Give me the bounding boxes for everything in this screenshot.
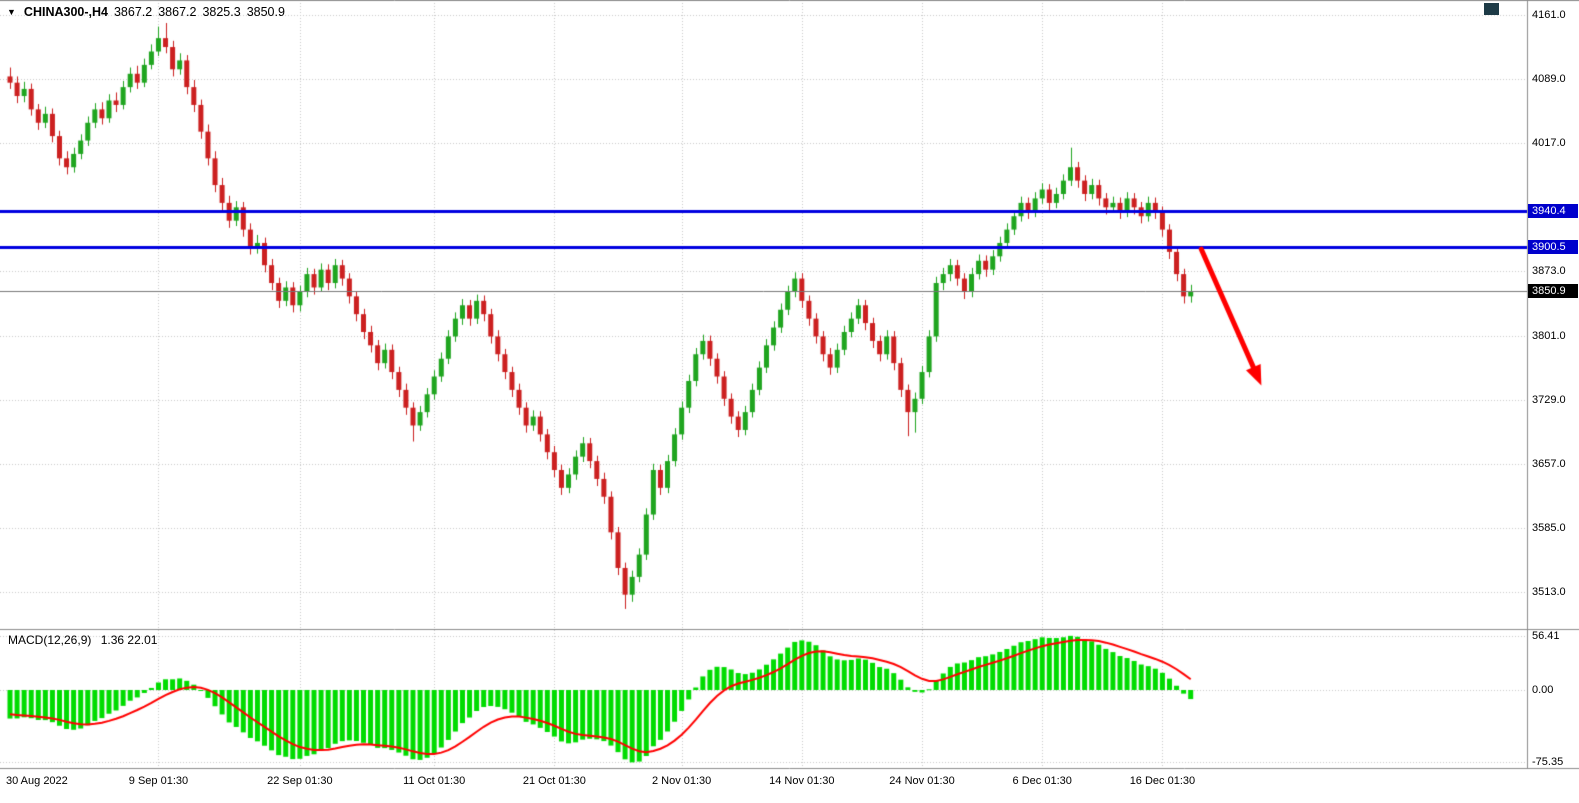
quote-high: 3867.2: [158, 5, 197, 19]
price-axis[interactable]: [1528, 0, 1579, 768]
price-axis-label: 3513.0: [1532, 586, 1566, 598]
time-axis[interactable]: 30 Aug 2022 9 Sep 01:30 22 Sep 01:30 11 Oct…: [0, 770, 1579, 803]
chart-shift-marker[interactable]: [1484, 3, 1499, 15]
time-axis-label: 11 Oct 01:30: [403, 775, 466, 787]
quote-open: 3867.2: [113, 5, 153, 19]
time-axis-label: 14 Nov 01:30: [769, 775, 835, 787]
time-axis-label: 22 Sep 01:30: [267, 775, 333, 787]
time-axis-label: 9 Sep 01:30: [128, 775, 189, 787]
level-price-badge-0: 3940.4: [1528, 204, 1578, 219]
time-axis-label: 2 Nov 01:30: [651, 775, 712, 787]
price-axis-label: 3801.0: [1532, 329, 1566, 342]
price-axis-label: 4017.0: [1532, 137, 1566, 150]
macd-axis-label: 56.41: [1532, 629, 1560, 642]
macd-indicator-name: MACD(12,26,9): [8, 633, 92, 647]
price-axis-label: 3873.0: [1532, 265, 1566, 278]
current-price-badge: 3850.9: [1528, 284, 1578, 299]
level-price-badge-1: 3900.5: [1528, 239, 1578, 254]
macd-indicator-label: MACD(12,26,9) 1.36 22.01: [8, 633, 163, 647]
price-axis-label: 3729.0: [1532, 393, 1566, 406]
chart-symbol-timeframe: CHINA300-,H4: [23, 5, 108, 19]
quote-close: 3850.9: [246, 5, 285, 19]
price-axis-label: 3657.0: [1532, 457, 1566, 470]
chart-title-bar: ▼ CHINA300-,H4 3867.2 3867.2 3825.3 3850…: [7, 5, 285, 19]
time-axis-label: 6 Dec 01:30: [1012, 775, 1072, 787]
time-axis-label: 16 Dec 01:30: [1129, 775, 1196, 787]
macd-indicator-values: 1.36 22.01: [100, 633, 158, 647]
price-axis-label: 3585.0: [1532, 521, 1566, 534]
price-axis-label: 4161.0: [1532, 9, 1566, 21]
time-axis-label: 24 Nov 01:30: [889, 775, 955, 787]
symbol-dropdown-icon[interactable]: ▼: [7, 7, 16, 17]
macd-axis-label: 0.00: [1532, 684, 1554, 696]
quote-low: 3825.3: [202, 5, 241, 19]
time-axis-label: 30 Aug 2022: [6, 775, 68, 787]
time-axis-label: 21 Oct 01:30: [522, 775, 586, 787]
price-axis-label: 4089.0: [1532, 73, 1566, 86]
macd-axis-label: -75.35: [1532, 756, 1564, 769]
